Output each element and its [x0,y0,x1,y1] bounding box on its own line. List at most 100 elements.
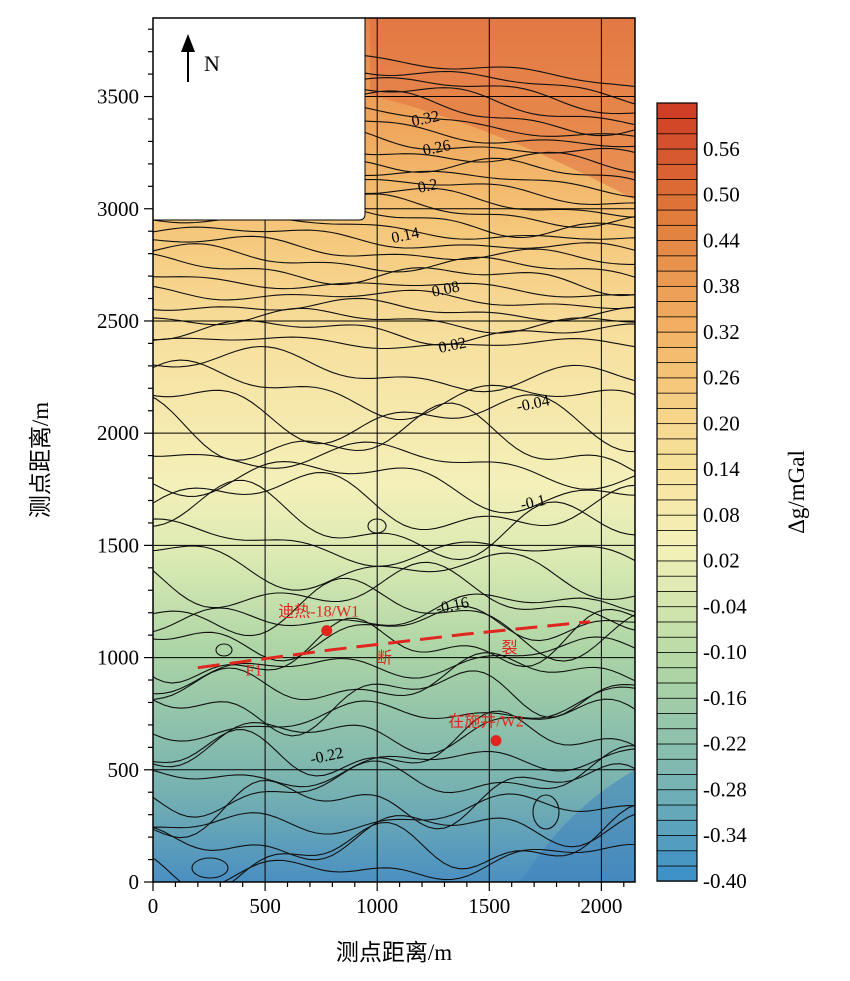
colorbar-tick-label: -0.04 [703,594,747,618]
colorbar-segment [656,422,698,440]
contour-line [153,285,635,310]
colorbar: 0.56 0.50 0.44 0.38 0.32 0.26 0.20 0.14 0.08 0.02… [656,102,809,893]
colorbar-segment [656,697,698,714]
colorbar-segment [656,270,698,287]
colorbar-segment [656,636,698,653]
contour-line [153,698,635,768]
colorbar-segment [656,514,698,531]
contour-label: 0.26 [421,137,452,159]
closed-contour [532,794,560,830]
colorbar-tick-label: 0.14 [703,457,740,481]
y-axis-title: 测点距离/m [28,402,53,518]
colorbar-segment [656,758,698,775]
x-tick-label: 500 [249,894,281,918]
colorbar-tick-label: 0.38 [703,274,740,298]
colorbar-segment [656,819,698,836]
colorbar-segment [656,438,698,455]
colorbar-segment [656,468,698,486]
colorbar-segment [656,117,698,135]
well-label: 迪热-18/W1 [278,603,359,621]
colorbar-segment [656,392,698,409]
colorbar-segment [656,453,698,470]
contour-line [153,813,635,861]
y-tick-label: 3500 [97,85,139,109]
colorbar-tick-label: 0.56 [703,137,740,161]
contour-line [153,636,635,695]
contour-line [153,253,635,297]
colorbar-segment [656,667,698,684]
y-tick-label: 2000 [97,421,139,445]
contour-line [153,235,635,266]
colorbar-segment [656,285,698,303]
well-label: 在施井/W2 [448,713,524,731]
contour-line [153,710,635,777]
x-tick-label: 2000 [580,894,622,918]
y-tick-label: 2500 [97,309,139,333]
overlay-layer: F1 断 裂 迪热-18/W1 在施井/W2 [197,603,591,747]
anomaly-low-zone [520,770,635,882]
x-axis-title: 测点距离/m [336,940,452,965]
north-arrow-head [181,34,195,52]
plot-area: N 0.32 0.26 0.2 0.14 0.08 0.02 -0.04 -0.1 -0.16 -0… [153,18,635,882]
contour-line [153,793,635,835]
colorbar-segment [656,407,698,425]
colorbar-tick-label: 0.32 [703,320,740,344]
contour-line [153,479,635,561]
x-tick-label: 0 [148,894,159,918]
colorbar-tick-label: 0.44 [703,228,740,252]
colorbar-segment [656,178,698,196]
fault-label: 裂 [501,639,517,657]
contour-line [153,608,635,684]
well-point [321,625,333,637]
colorbar-segment [656,728,698,745]
colorbar-segment [656,544,698,562]
contour-line [153,745,635,818]
y-tick-label: 0 [129,870,140,894]
colorbar-segment [656,163,698,180]
well-point [490,735,502,747]
contour-line [222,843,635,882]
contour-label: -0.1 [519,492,547,514]
colorbar-segment [656,773,698,791]
colorbar-segment [656,300,698,318]
colorbar-tick-label: 0.08 [703,503,740,527]
colorbar-segment [656,194,698,211]
colorbar-segment [656,133,698,150]
colorbar-tick-label: 0.20 [703,411,740,435]
colorbar-segment [656,377,698,394]
colorbar-segment [656,850,698,867]
contour-line [153,461,635,514]
colorbar-tick-label: -0.22 [703,732,747,756]
y-tick-label: 1000 [97,646,139,670]
contour-line [153,593,635,633]
x-tick-label: 1500 [468,894,510,918]
colorbar-segment [656,239,698,257]
contour-line [153,605,635,662]
y-tick-label: 1500 [97,533,139,557]
colorbar-tick-label: -0.40 [703,869,747,893]
contour-line [153,652,635,701]
contour-line [153,336,635,350]
colorbar-segment [656,651,698,669]
colorbar-tick-label: 0.26 [703,366,740,390]
colorbar-title: Δg/mGal [784,450,809,534]
colorbar-segment [656,224,698,241]
contour-label: -0.04 [515,392,551,416]
contour-line [153,686,635,742]
contour-line [153,804,635,882]
colorbar-segment [656,499,698,516]
colorbar-segment [656,865,698,882]
colorbar-segment [656,590,698,608]
colorbar-segment [656,102,698,119]
contour-label: 0.14 [390,225,421,247]
contour-line [153,763,635,839]
contour-line [153,276,635,298]
y-tick-label: 500 [108,758,140,782]
contour-line [153,389,635,453]
colorbar-segment [656,606,698,623]
y-tick-label: 3000 [97,197,139,221]
colorbar-segment [656,789,698,806]
fault-label: F1 [245,663,262,680]
